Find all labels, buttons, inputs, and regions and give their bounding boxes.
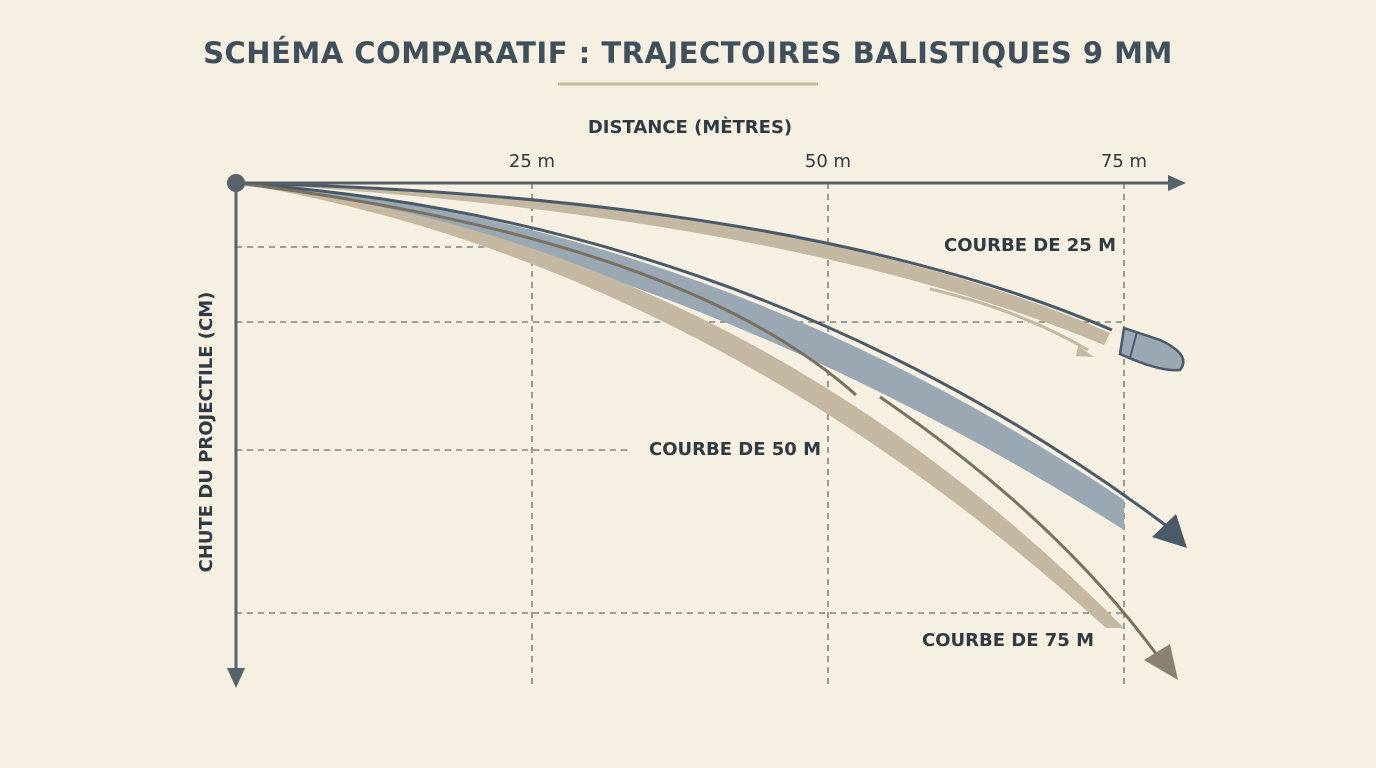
x-tick-label: 75 m — [1101, 151, 1147, 172]
x-tick-label: 50 m — [805, 151, 851, 172]
title: SCHÉMA COMPARATIF : TRAJECTOIRES BALISTI… — [203, 36, 1173, 70]
bullet-icon — [1118, 326, 1185, 372]
y-axis-label: CHUTE DU PROJECTILE (CM) — [196, 292, 217, 573]
curve-label: COURBE DE 25 M — [944, 235, 1116, 256]
x-tick-label: 25 m — [509, 151, 555, 172]
trajectories — [235, 181, 1187, 680]
x-axis-label: DISTANCE (MÈTRES) — [588, 116, 792, 138]
curve-label: COURBE DE 75 M — [922, 630, 1094, 651]
axes — [227, 174, 1186, 688]
curve-label: COURBE DE 50 M — [649, 439, 821, 460]
